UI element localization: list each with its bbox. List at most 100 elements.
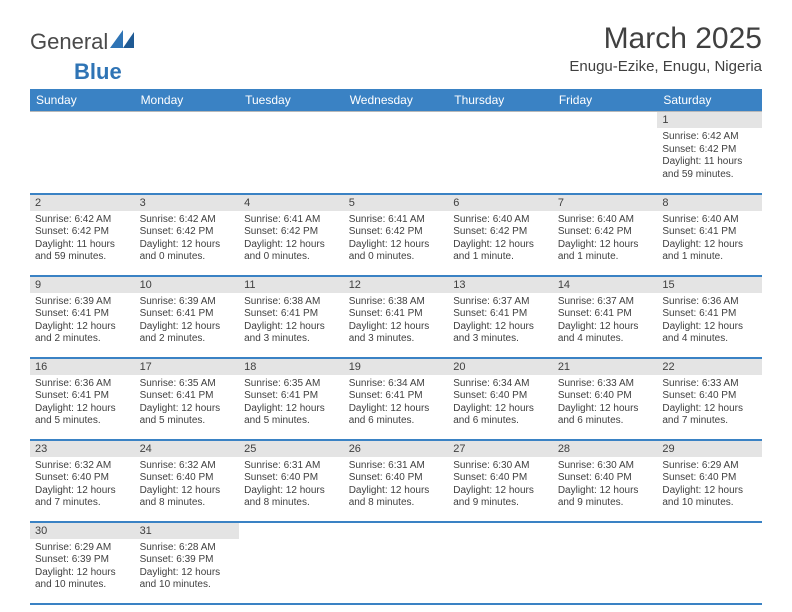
day-number: 11 (239, 277, 344, 293)
calendar-day-cell: 15Sunrise: 6:36 AMSunset: 6:41 PMDayligh… (657, 276, 762, 358)
calendar-day-cell: 30Sunrise: 6:29 AMSunset: 6:39 PMDayligh… (30, 522, 135, 604)
day-number: 23 (30, 441, 135, 457)
weekday-header: Wednesday (344, 89, 449, 112)
calendar-week-row: 9Sunrise: 6:39 AMSunset: 6:41 PMDaylight… (30, 276, 762, 358)
weekday-header: Monday (135, 89, 240, 112)
calendar-empty-cell (239, 112, 344, 194)
day-info: Sunrise: 6:34 AMSunset: 6:40 PMDaylight:… (448, 375, 553, 432)
day-info: Sunrise: 6:34 AMSunset: 6:41 PMDaylight:… (344, 375, 449, 432)
day-info: Sunrise: 6:42 AMSunset: 6:42 PMDaylight:… (657, 128, 762, 185)
day-info: Sunrise: 6:39 AMSunset: 6:41 PMDaylight:… (135, 293, 240, 350)
day-info: Sunrise: 6:28 AMSunset: 6:39 PMDaylight:… (135, 539, 240, 596)
weekday-header: Thursday (448, 89, 553, 112)
calendar-week-row: 30Sunrise: 6:29 AMSunset: 6:39 PMDayligh… (30, 522, 762, 604)
day-number: 5 (344, 195, 449, 211)
calendar-empty-cell (344, 112, 449, 194)
day-number: 29 (657, 441, 762, 457)
day-info: Sunrise: 6:42 AMSunset: 6:42 PMDaylight:… (30, 211, 135, 268)
calendar-empty-cell (448, 522, 553, 604)
day-number: 31 (135, 523, 240, 539)
day-number: 17 (135, 359, 240, 375)
day-info: Sunrise: 6:38 AMSunset: 6:41 PMDaylight:… (239, 293, 344, 350)
day-number: 24 (135, 441, 240, 457)
calendar-day-cell: 20Sunrise: 6:34 AMSunset: 6:40 PMDayligh… (448, 358, 553, 440)
day-info: Sunrise: 6:41 AMSunset: 6:42 PMDaylight:… (239, 211, 344, 268)
calendar-day-cell: 1Sunrise: 6:42 AMSunset: 6:42 PMDaylight… (657, 112, 762, 194)
day-number: 3 (135, 195, 240, 211)
day-info: Sunrise: 6:40 AMSunset: 6:41 PMDaylight:… (657, 211, 762, 268)
day-number: 6 (448, 195, 553, 211)
day-info: Sunrise: 6:36 AMSunset: 6:41 PMDaylight:… (657, 293, 762, 350)
calendar-week-row: 2Sunrise: 6:42 AMSunset: 6:42 PMDaylight… (30, 194, 762, 276)
logo-text-2: Blue (74, 59, 122, 85)
day-number: 18 (239, 359, 344, 375)
calendar-day-cell: 12Sunrise: 6:38 AMSunset: 6:41 PMDayligh… (344, 276, 449, 358)
location: Enugu-Ezike, Enugu, Nigeria (569, 58, 762, 75)
day-number: 9 (30, 277, 135, 293)
calendar-day-cell: 3Sunrise: 6:42 AMSunset: 6:42 PMDaylight… (135, 194, 240, 276)
title-block: March 2025 Enugu-Ezike, Enugu, Nigeria (569, 22, 762, 75)
day-number: 28 (553, 441, 658, 457)
day-number: 27 (448, 441, 553, 457)
day-number: 4 (239, 195, 344, 211)
page-title: March 2025 (569, 22, 762, 56)
calendar-day-cell: 6Sunrise: 6:40 AMSunset: 6:42 PMDaylight… (448, 194, 553, 276)
day-number: 7 (553, 195, 658, 211)
calendar-day-cell: 19Sunrise: 6:34 AMSunset: 6:41 PMDayligh… (344, 358, 449, 440)
day-info: Sunrise: 6:30 AMSunset: 6:40 PMDaylight:… (448, 457, 553, 514)
day-info: Sunrise: 6:32 AMSunset: 6:40 PMDaylight:… (135, 457, 240, 514)
day-number: 25 (239, 441, 344, 457)
calendar-day-cell: 9Sunrise: 6:39 AMSunset: 6:41 PMDaylight… (30, 276, 135, 358)
calendar-day-cell: 10Sunrise: 6:39 AMSunset: 6:41 PMDayligh… (135, 276, 240, 358)
weekday-header: Tuesday (239, 89, 344, 112)
day-number: 16 (30, 359, 135, 375)
calendar-day-cell: 29Sunrise: 6:29 AMSunset: 6:40 PMDayligh… (657, 440, 762, 522)
day-number: 10 (135, 277, 240, 293)
calendar-day-cell: 5Sunrise: 6:41 AMSunset: 6:42 PMDaylight… (344, 194, 449, 276)
calendar-day-cell: 4Sunrise: 6:41 AMSunset: 6:42 PMDaylight… (239, 194, 344, 276)
day-number: 21 (553, 359, 658, 375)
calendar-table: SundayMondayTuesdayWednesdayThursdayFrid… (30, 89, 762, 605)
calendar-day-cell: 17Sunrise: 6:35 AMSunset: 6:41 PMDayligh… (135, 358, 240, 440)
weekday-header: Friday (553, 89, 658, 112)
day-info: Sunrise: 6:38 AMSunset: 6:41 PMDaylight:… (344, 293, 449, 350)
calendar-body: 1Sunrise: 6:42 AMSunset: 6:42 PMDaylight… (30, 112, 762, 604)
calendar-week-row: 23Sunrise: 6:32 AMSunset: 6:40 PMDayligh… (30, 440, 762, 522)
weekday-header-row: SundayMondayTuesdayWednesdayThursdayFrid… (30, 89, 762, 112)
calendar-day-cell: 11Sunrise: 6:38 AMSunset: 6:41 PMDayligh… (239, 276, 344, 358)
calendar-day-cell: 14Sunrise: 6:37 AMSunset: 6:41 PMDayligh… (553, 276, 658, 358)
day-info: Sunrise: 6:40 AMSunset: 6:42 PMDaylight:… (448, 211, 553, 268)
calendar-day-cell: 25Sunrise: 6:31 AMSunset: 6:40 PMDayligh… (239, 440, 344, 522)
calendar-empty-cell (657, 522, 762, 604)
day-info: Sunrise: 6:33 AMSunset: 6:40 PMDaylight:… (553, 375, 658, 432)
day-number: 30 (30, 523, 135, 539)
calendar-day-cell: 16Sunrise: 6:36 AMSunset: 6:41 PMDayligh… (30, 358, 135, 440)
calendar-week-row: 16Sunrise: 6:36 AMSunset: 6:41 PMDayligh… (30, 358, 762, 440)
day-info: Sunrise: 6:31 AMSunset: 6:40 PMDaylight:… (344, 457, 449, 514)
day-info: Sunrise: 6:36 AMSunset: 6:41 PMDaylight:… (30, 375, 135, 432)
day-number: 2 (30, 195, 135, 211)
day-info: Sunrise: 6:33 AMSunset: 6:40 PMDaylight:… (657, 375, 762, 432)
day-info: Sunrise: 6:39 AMSunset: 6:41 PMDaylight:… (30, 293, 135, 350)
logo-text-1: General (30, 29, 108, 55)
day-number: 8 (657, 195, 762, 211)
calendar-empty-cell (30, 112, 135, 194)
calendar-week-row: 1Sunrise: 6:42 AMSunset: 6:42 PMDaylight… (30, 112, 762, 194)
weekday-header: Sunday (30, 89, 135, 112)
calendar-day-cell: 7Sunrise: 6:40 AMSunset: 6:42 PMDaylight… (553, 194, 658, 276)
calendar-empty-cell (448, 112, 553, 194)
day-number: 13 (448, 277, 553, 293)
calendar-day-cell: 24Sunrise: 6:32 AMSunset: 6:40 PMDayligh… (135, 440, 240, 522)
day-info: Sunrise: 6:35 AMSunset: 6:41 PMDaylight:… (135, 375, 240, 432)
logo-icon (110, 28, 136, 54)
day-number: 20 (448, 359, 553, 375)
calendar-day-cell: 28Sunrise: 6:30 AMSunset: 6:40 PMDayligh… (553, 440, 658, 522)
day-number: 15 (657, 277, 762, 293)
day-info: Sunrise: 6:32 AMSunset: 6:40 PMDaylight:… (30, 457, 135, 514)
day-info: Sunrise: 6:29 AMSunset: 6:39 PMDaylight:… (30, 539, 135, 596)
day-number: 26 (344, 441, 449, 457)
day-number: 19 (344, 359, 449, 375)
calendar-day-cell: 18Sunrise: 6:35 AMSunset: 6:41 PMDayligh… (239, 358, 344, 440)
calendar-empty-cell (135, 112, 240, 194)
day-info: Sunrise: 6:31 AMSunset: 6:40 PMDaylight:… (239, 457, 344, 514)
